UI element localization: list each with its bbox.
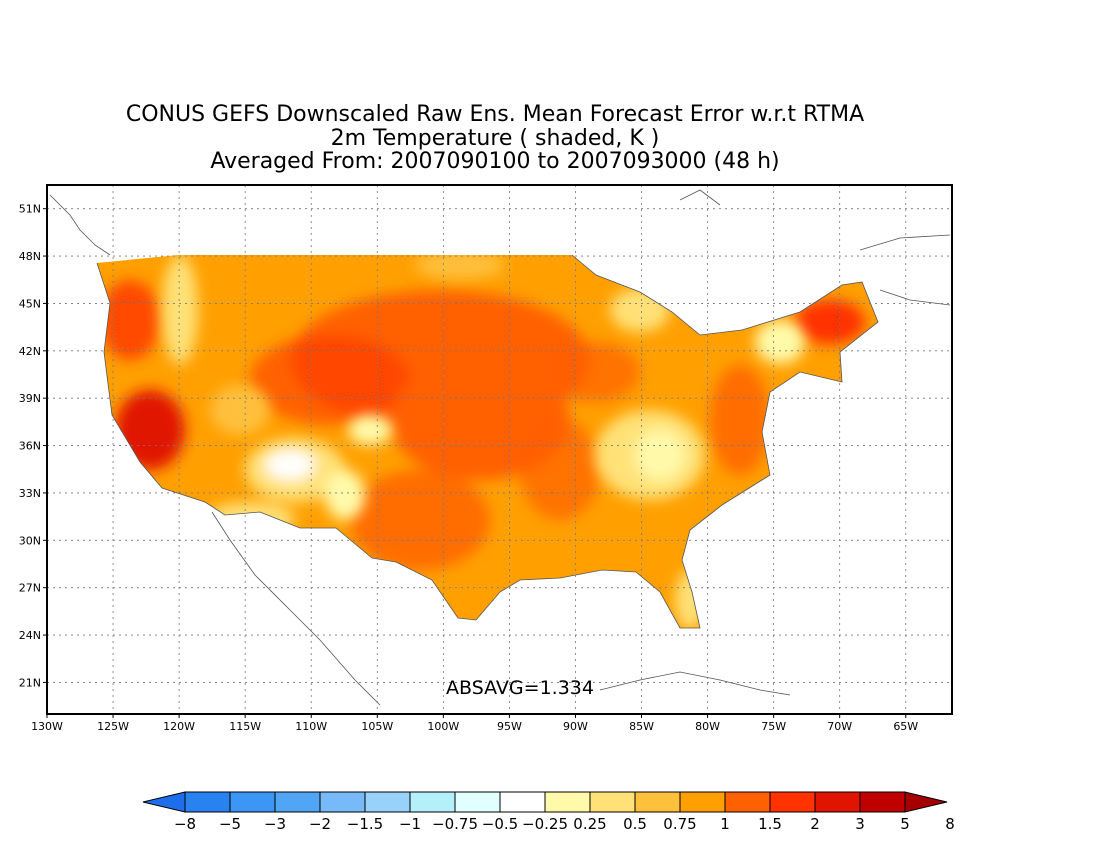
lon-tick-label: 70W: [827, 720, 852, 733]
colorbar-swatch: [679, 791, 726, 813]
lat-tick-label: 51N: [19, 203, 41, 216]
colorbar-label: 0.25: [573, 815, 606, 833]
title-line-2: 2m Temperature ( shaded, K ): [330, 126, 660, 151]
colorbar-label: 1: [720, 815, 730, 833]
colorbar-label: −8: [174, 815, 196, 833]
colorbar-swatch: [274, 791, 321, 813]
lat-tick-label: 33N: [19, 487, 41, 500]
absavg-annotation: ABSAVG=1.334: [446, 677, 594, 699]
colorbar-swatch: [229, 791, 276, 813]
map-frame: [46, 184, 953, 715]
colorbar-swatch: [184, 791, 231, 813]
lat-tick-label: 42N: [19, 345, 41, 358]
colorbar-swatch: [499, 791, 546, 813]
lat-tick-label: 36N: [19, 440, 41, 453]
colorbar-arrow-left: [142, 791, 186, 813]
colorbar-label: −0.5: [482, 815, 518, 833]
lat-tick-label: 39N: [19, 392, 41, 405]
colorbar-label: 1.5: [758, 815, 782, 833]
colorbar-swatch: [364, 791, 411, 813]
colorbar-label: 5: [900, 815, 910, 833]
colorbar-label: −0.25: [522, 815, 568, 833]
colorbar-swatch: [724, 791, 771, 813]
colorbar-label: −2: [309, 815, 331, 833]
colorbar-arrow-right: [904, 791, 948, 813]
lon-tick-label: 85W: [629, 720, 654, 733]
colorbar-swatch: [634, 791, 681, 813]
colorbar-label: 2: [810, 815, 820, 833]
colorbar-swatch: [454, 791, 501, 813]
lon-tick-label: 90W: [563, 720, 588, 733]
lat-tick-label: 30N: [19, 534, 41, 547]
lon-tick-label: 105W: [361, 720, 393, 733]
latitude-tick-labels: 51N 48N 45N 42N 39N 36N 33N 30N 27N 24N 21N: [19, 203, 47, 689]
map-panel: 51N 48N 45N 42N 39N 36N 33N 30N 27N 24N 21N 130W 12…: [19, 184, 953, 733]
lat-tick-label: 45N: [19, 297, 41, 310]
colorbar-label: 0.75: [663, 815, 696, 833]
lon-tick-label: 65W: [893, 720, 918, 733]
colorbar-label: 0.5: [623, 815, 647, 833]
lon-tick-label: 130W: [31, 720, 63, 733]
lon-tick-label: 120W: [163, 720, 195, 733]
lat-tick-label: 27N: [19, 582, 41, 595]
lon-tick-label: 100W: [427, 720, 459, 733]
title-line-3: Averaged From: 2007090100 to 2007093000 …: [210, 149, 780, 174]
colorbar-swatch: [814, 791, 861, 813]
colorbar-swatch: [589, 791, 636, 813]
lon-tick-label: 80W: [695, 720, 720, 733]
coastlines: [49, 189, 951, 706]
lat-tick-label: 24N: [19, 629, 41, 642]
grid-lines: [47, 185, 952, 714]
colorbar-swatch: [544, 791, 591, 813]
lon-tick-label: 110W: [295, 720, 327, 733]
colorbar-label: −3: [264, 815, 286, 833]
lon-tick-label: 95W: [497, 720, 522, 733]
lon-tick-label: 75W: [761, 720, 786, 733]
lat-tick-label: 48N: [19, 250, 41, 263]
colorbar-swatch: [319, 791, 366, 813]
colorbar-swatch: [409, 791, 456, 813]
colorbar: [142, 791, 948, 813]
colorbar-label: 8: [945, 815, 955, 833]
colorbar-labels: −8 −5 −3 −2 −1.5 −1 −0.75 −0.5 −0.25 0.25 0.5 0.75 1…: [174, 815, 955, 833]
colorbar-swatch: [769, 791, 816, 813]
lon-tick-label: 115W: [229, 720, 261, 733]
lon-tick-label: 125W: [97, 720, 129, 733]
colorbar-label: −0.75: [432, 815, 478, 833]
lat-tick-label: 21N: [19, 676, 41, 689]
colorbar-label: −1.5: [347, 815, 383, 833]
longitude-tick-labels: 130W 125W 120W 115W 110W 105W 100W 95W 90W 85W 80W…: [31, 714, 918, 733]
colorbar-label: 3: [855, 815, 865, 833]
colorbar-label: −1: [399, 815, 421, 833]
title-line-1: CONUS GEFS Downscaled Raw Ens. Mean Fore…: [125, 102, 865, 127]
colorbar-swatch: [859, 791, 906, 813]
colorbar-label: −5: [219, 815, 241, 833]
